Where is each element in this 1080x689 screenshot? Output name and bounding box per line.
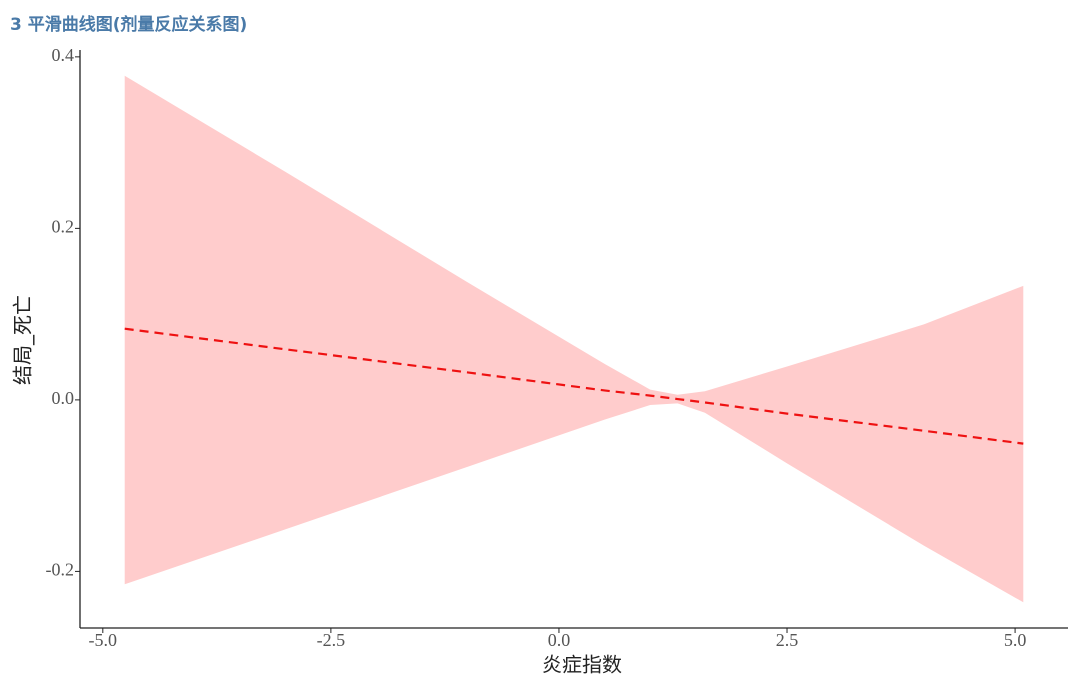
x-tick-label: -2.5 <box>317 630 346 650</box>
confidence-band <box>124 75 1024 603</box>
x-tick-label: 0.0 <box>548 630 571 650</box>
y-axis-label: 结局_死亡 <box>11 295 35 385</box>
y-tick-label: 0.0 <box>52 388 75 408</box>
fit-line <box>124 327 1024 445</box>
y-tick-label: 0.2 <box>52 216 75 236</box>
x-tick-label: 5.0 <box>1004 630 1027 650</box>
y-tick-label: -0.2 <box>46 560 75 580</box>
x-axis-label: 炎症指数 <box>542 653 622 677</box>
y-tick-label: 0.4 <box>52 45 75 65</box>
x-tick-label: -5.0 <box>89 630 118 650</box>
chart-title: 3 平滑曲线图(剂量反应关系图) <box>10 14 247 35</box>
x-tick-label: 2.5 <box>776 630 799 650</box>
